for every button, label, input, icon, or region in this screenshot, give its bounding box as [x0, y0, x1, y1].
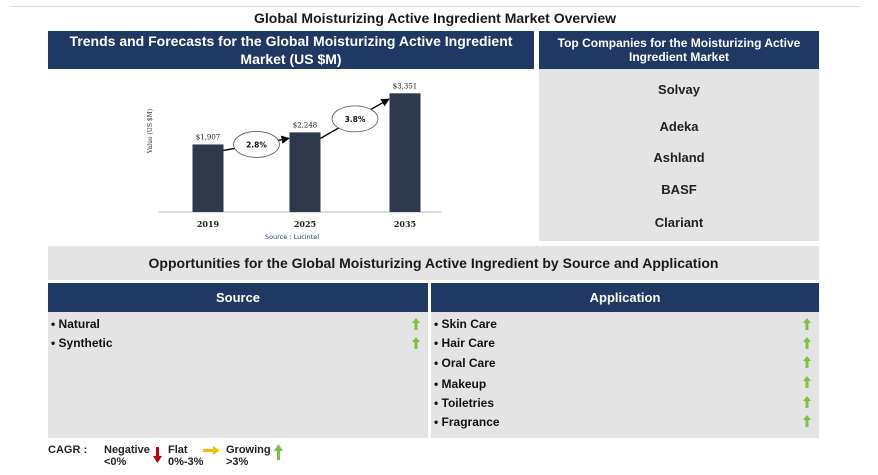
company-basf: BASF — [661, 182, 697, 197]
legend-negative-range: <0% — [104, 456, 127, 468]
legend-flat-title: Flat — [168, 444, 188, 456]
legend-flat-range: 0%-3% — [168, 456, 204, 468]
company-adeka: Adeka — [659, 119, 699, 134]
legend-label: CAGR : — [48, 444, 88, 456]
chart-source-label: Source : Lucintel — [265, 233, 319, 241]
source-item-natural: • Natural — [51, 317, 100, 331]
legend-negative: Negative <0% — [104, 444, 150, 468]
legend-growing-range: >3% — [226, 456, 249, 468]
application-item-skin-care: • Skin Care — [434, 317, 497, 331]
market-trend-chart: Value (US $M) $1,907 2019 $2,248 2025 $3,351… — [120, 76, 450, 244]
page-title: Global Moisturizing Active Ingredient Ma… — [253, 10, 616, 26]
chart-panel-header: Trends and Forecasts for the Global Mois… — [48, 31, 534, 69]
source-header: Source — [48, 283, 428, 312]
source-list: • Natural • Synthetic — [48, 312, 428, 438]
growing-arrow-icon — [412, 318, 420, 330]
growing-arrow-icon — [803, 396, 811, 408]
bar-2025 — [289, 132, 321, 212]
company-solvay: Solvay — [658, 82, 700, 97]
growing-arrow-icon — [274, 444, 283, 460]
legend-growing-title: Growing — [226, 444, 271, 456]
infographic-frame — [10, 6, 860, 469]
application-list: • Skin Care • Hair Care • Oral Care • Ma… — [431, 312, 819, 438]
application-item-makeup: • Makeup — [434, 377, 487, 391]
growing-arrow-icon — [803, 337, 811, 349]
application-item-toiletries: • Toiletries — [434, 396, 494, 410]
bar-value-label: $3,351 — [393, 82, 418, 90]
bar-value-label: $2,248 — [293, 121, 318, 129]
growing-arrow-icon — [803, 376, 811, 388]
x-tick-label: 2019 — [197, 219, 220, 229]
bar-2035 — [389, 93, 421, 212]
x-tick-label: 2035 — [394, 219, 416, 229]
cagr-bubble — [331, 105, 379, 133]
cagr-bubble — [233, 131, 280, 158]
growing-arrow-icon — [412, 337, 420, 349]
companies-panel-header: Top Companies for the Moisturizing Activ… — [539, 31, 819, 69]
opportunities-title: Opportunities for the Global Moisturizin… — [48, 246, 819, 280]
flat-arrow-icon — [203, 446, 220, 455]
negative-arrow-icon — [153, 447, 162, 463]
legend-growing: Growing >3% — [226, 444, 271, 468]
bar-chart-svg: Value (US $M) $1,907 2019 $2,248 2025 $3,351… — [147, 82, 442, 241]
bar-2019 — [192, 144, 224, 212]
companies-list: Solvay Adeka Ashland BASF Clariant — [539, 69, 819, 241]
growing-arrow-icon — [803, 318, 811, 330]
growing-arrow-icon — [803, 356, 811, 368]
application-item-hair-care: • Hair Care — [434, 336, 495, 350]
bar-value-label: $1,907 — [196, 133, 221, 141]
application-header: Application — [431, 283, 819, 312]
legend-negative-title: Negative — [104, 444, 150, 456]
application-item-oral-care: • Oral Care — [434, 356, 496, 370]
growing-arrow-icon — [803, 415, 811, 427]
legend-flat: Flat 0%-3% — [168, 444, 203, 468]
application-item-fragrance: • Fragrance — [434, 415, 500, 429]
x-tick-label: 2025 — [294, 219, 316, 229]
cagr-label: 2.8% — [246, 140, 267, 149]
source-item-synthetic: • Synthetic — [51, 336, 113, 350]
company-clariant: Clariant — [654, 215, 704, 230]
cagr-label: 3.8% — [345, 115, 366, 124]
company-ashland: Ashland — [653, 150, 705, 165]
y-axis-label: Value (US $M) — [147, 109, 154, 154]
